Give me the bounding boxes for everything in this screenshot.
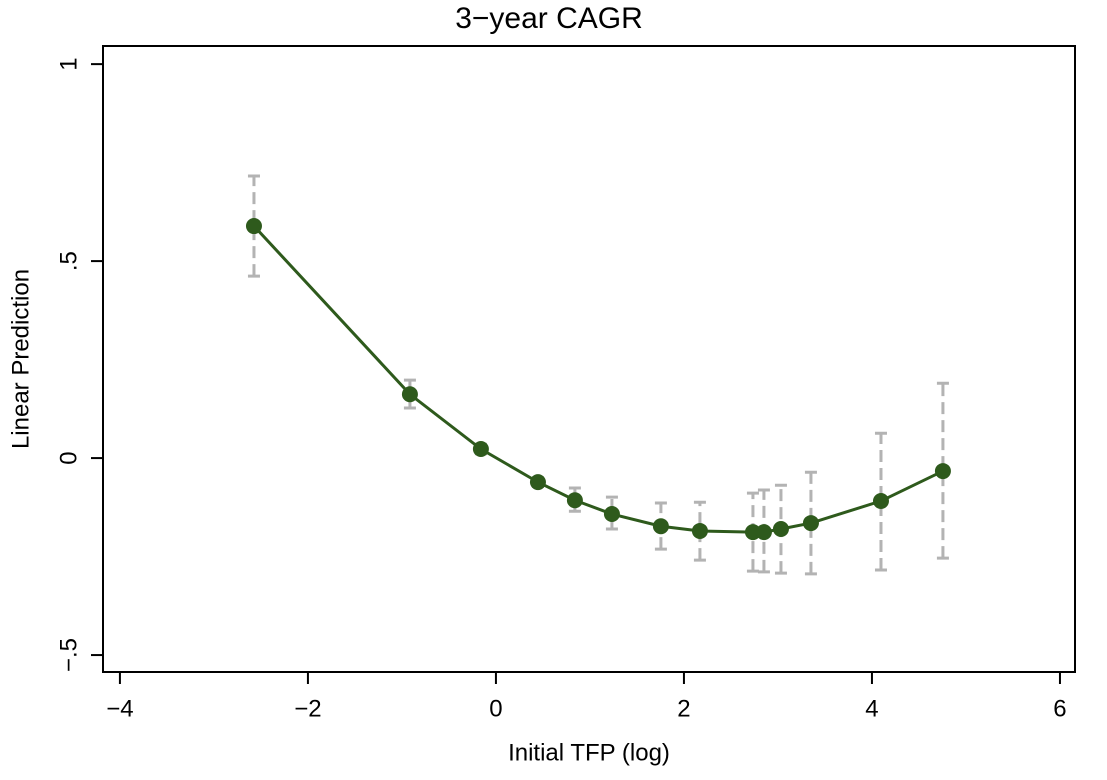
x-tick-label: −4	[106, 695, 133, 722]
error-cap	[746, 491, 759, 573]
plot-frame	[102, 45, 1076, 673]
x-axis-label: Initial TFP (log)	[508, 739, 670, 766]
y-tick-label: 0	[55, 451, 82, 464]
point	[603, 506, 620, 523]
point	[566, 492, 583, 509]
error-cap	[693, 500, 706, 562]
error-cap	[654, 501, 667, 551]
x-tick-label: 4	[865, 695, 878, 722]
chart-title: 3−year CAGR	[455, 2, 643, 35]
error-cap	[403, 378, 416, 410]
x-tick-label: 6	[1053, 695, 1066, 722]
point	[755, 524, 772, 541]
y-axis-label: Linear Prediction	[7, 269, 34, 449]
point	[652, 518, 669, 535]
point	[472, 441, 489, 458]
x-tick-label: 0	[489, 695, 502, 722]
point	[772, 520, 789, 537]
x-tick-label: 2	[677, 695, 690, 722]
error-cap	[804, 470, 817, 576]
point	[401, 386, 418, 403]
y-tick-label: 1	[55, 57, 82, 70]
error-cap	[936, 381, 949, 560]
point	[934, 463, 951, 480]
y-tick-label: .5	[55, 251, 82, 271]
error-cap	[247, 174, 260, 278]
error-cap	[568, 486, 581, 513]
y-tick-label: −.5	[55, 638, 82, 672]
point	[802, 515, 819, 532]
point	[529, 474, 546, 491]
error-cap	[874, 431, 887, 572]
error-cap	[605, 495, 618, 531]
point	[245, 218, 262, 235]
x-tick-label: −2	[294, 695, 321, 722]
point	[691, 522, 708, 539]
point	[744, 524, 761, 541]
error-cap	[774, 483, 787, 575]
point	[872, 493, 889, 510]
error-cap	[757, 488, 770, 574]
